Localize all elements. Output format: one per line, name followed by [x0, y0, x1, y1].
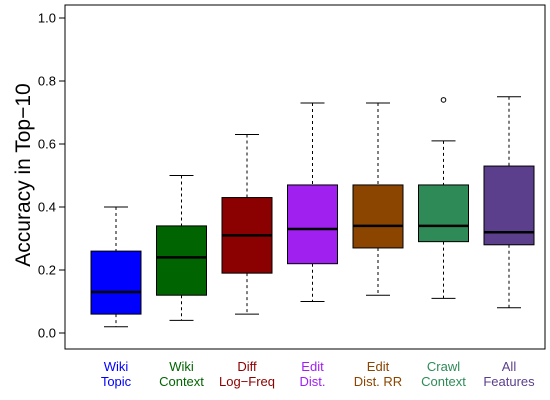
category-label-5-1: Context — [421, 374, 466, 389]
plot-frame — [64, 4, 546, 350]
box-3 — [287, 102, 338, 302]
iqr-box-4 — [352, 184, 404, 249]
category-label-5-0: Crawl — [427, 359, 460, 374]
category-label-3-0: Edit — [301, 359, 324, 374]
axes: 0.00.20.40.60.81.0WikiTopicWikiContextDi… — [38, 4, 546, 389]
category-label-0-1: Topic — [101, 374, 132, 389]
box-0 — [90, 206, 142, 328]
y-tick-label-2: 0.4 — [38, 200, 56, 215]
y-tick-label-5: 1.0 — [38, 11, 56, 26]
category-label-1-1: Context — [159, 374, 204, 389]
category-label-0-0: Wiki — [104, 359, 129, 374]
iqr-box-3 — [287, 184, 338, 265]
box-2 — [221, 134, 273, 315]
category-label-4-1: Dist. RR — [354, 374, 402, 389]
box-6 — [483, 96, 535, 309]
y-tick-label-3: 0.6 — [38, 137, 56, 152]
category-label-2-0: Diff — [237, 359, 257, 374]
box-1 — [156, 175, 207, 321]
y-tick-label-0: 0.0 — [38, 326, 56, 341]
plot-area — [90, 96, 535, 328]
iqr-box-0 — [90, 250, 142, 315]
y-axis-title: Accuracy in Top−10 — [12, 83, 35, 266]
iqr-box-5 — [418, 184, 469, 243]
box-5 — [418, 97, 469, 299]
outlier-5-0 — [440, 97, 447, 103]
category-label-3-1: Dist. — [300, 374, 326, 389]
y-tick-label-4: 0.8 — [38, 74, 56, 89]
category-label-6-1: Features — [483, 374, 535, 389]
box-4 — [352, 102, 404, 296]
category-label-6-0: All — [502, 359, 517, 374]
category-label-4-0: Edit — [367, 359, 390, 374]
category-label-2-1: Log−Freq — [219, 374, 275, 389]
category-label-1-0: Wiki — [169, 359, 194, 374]
iqr-box-1 — [156, 225, 207, 296]
y-tick-label-1: 0.2 — [38, 263, 56, 278]
